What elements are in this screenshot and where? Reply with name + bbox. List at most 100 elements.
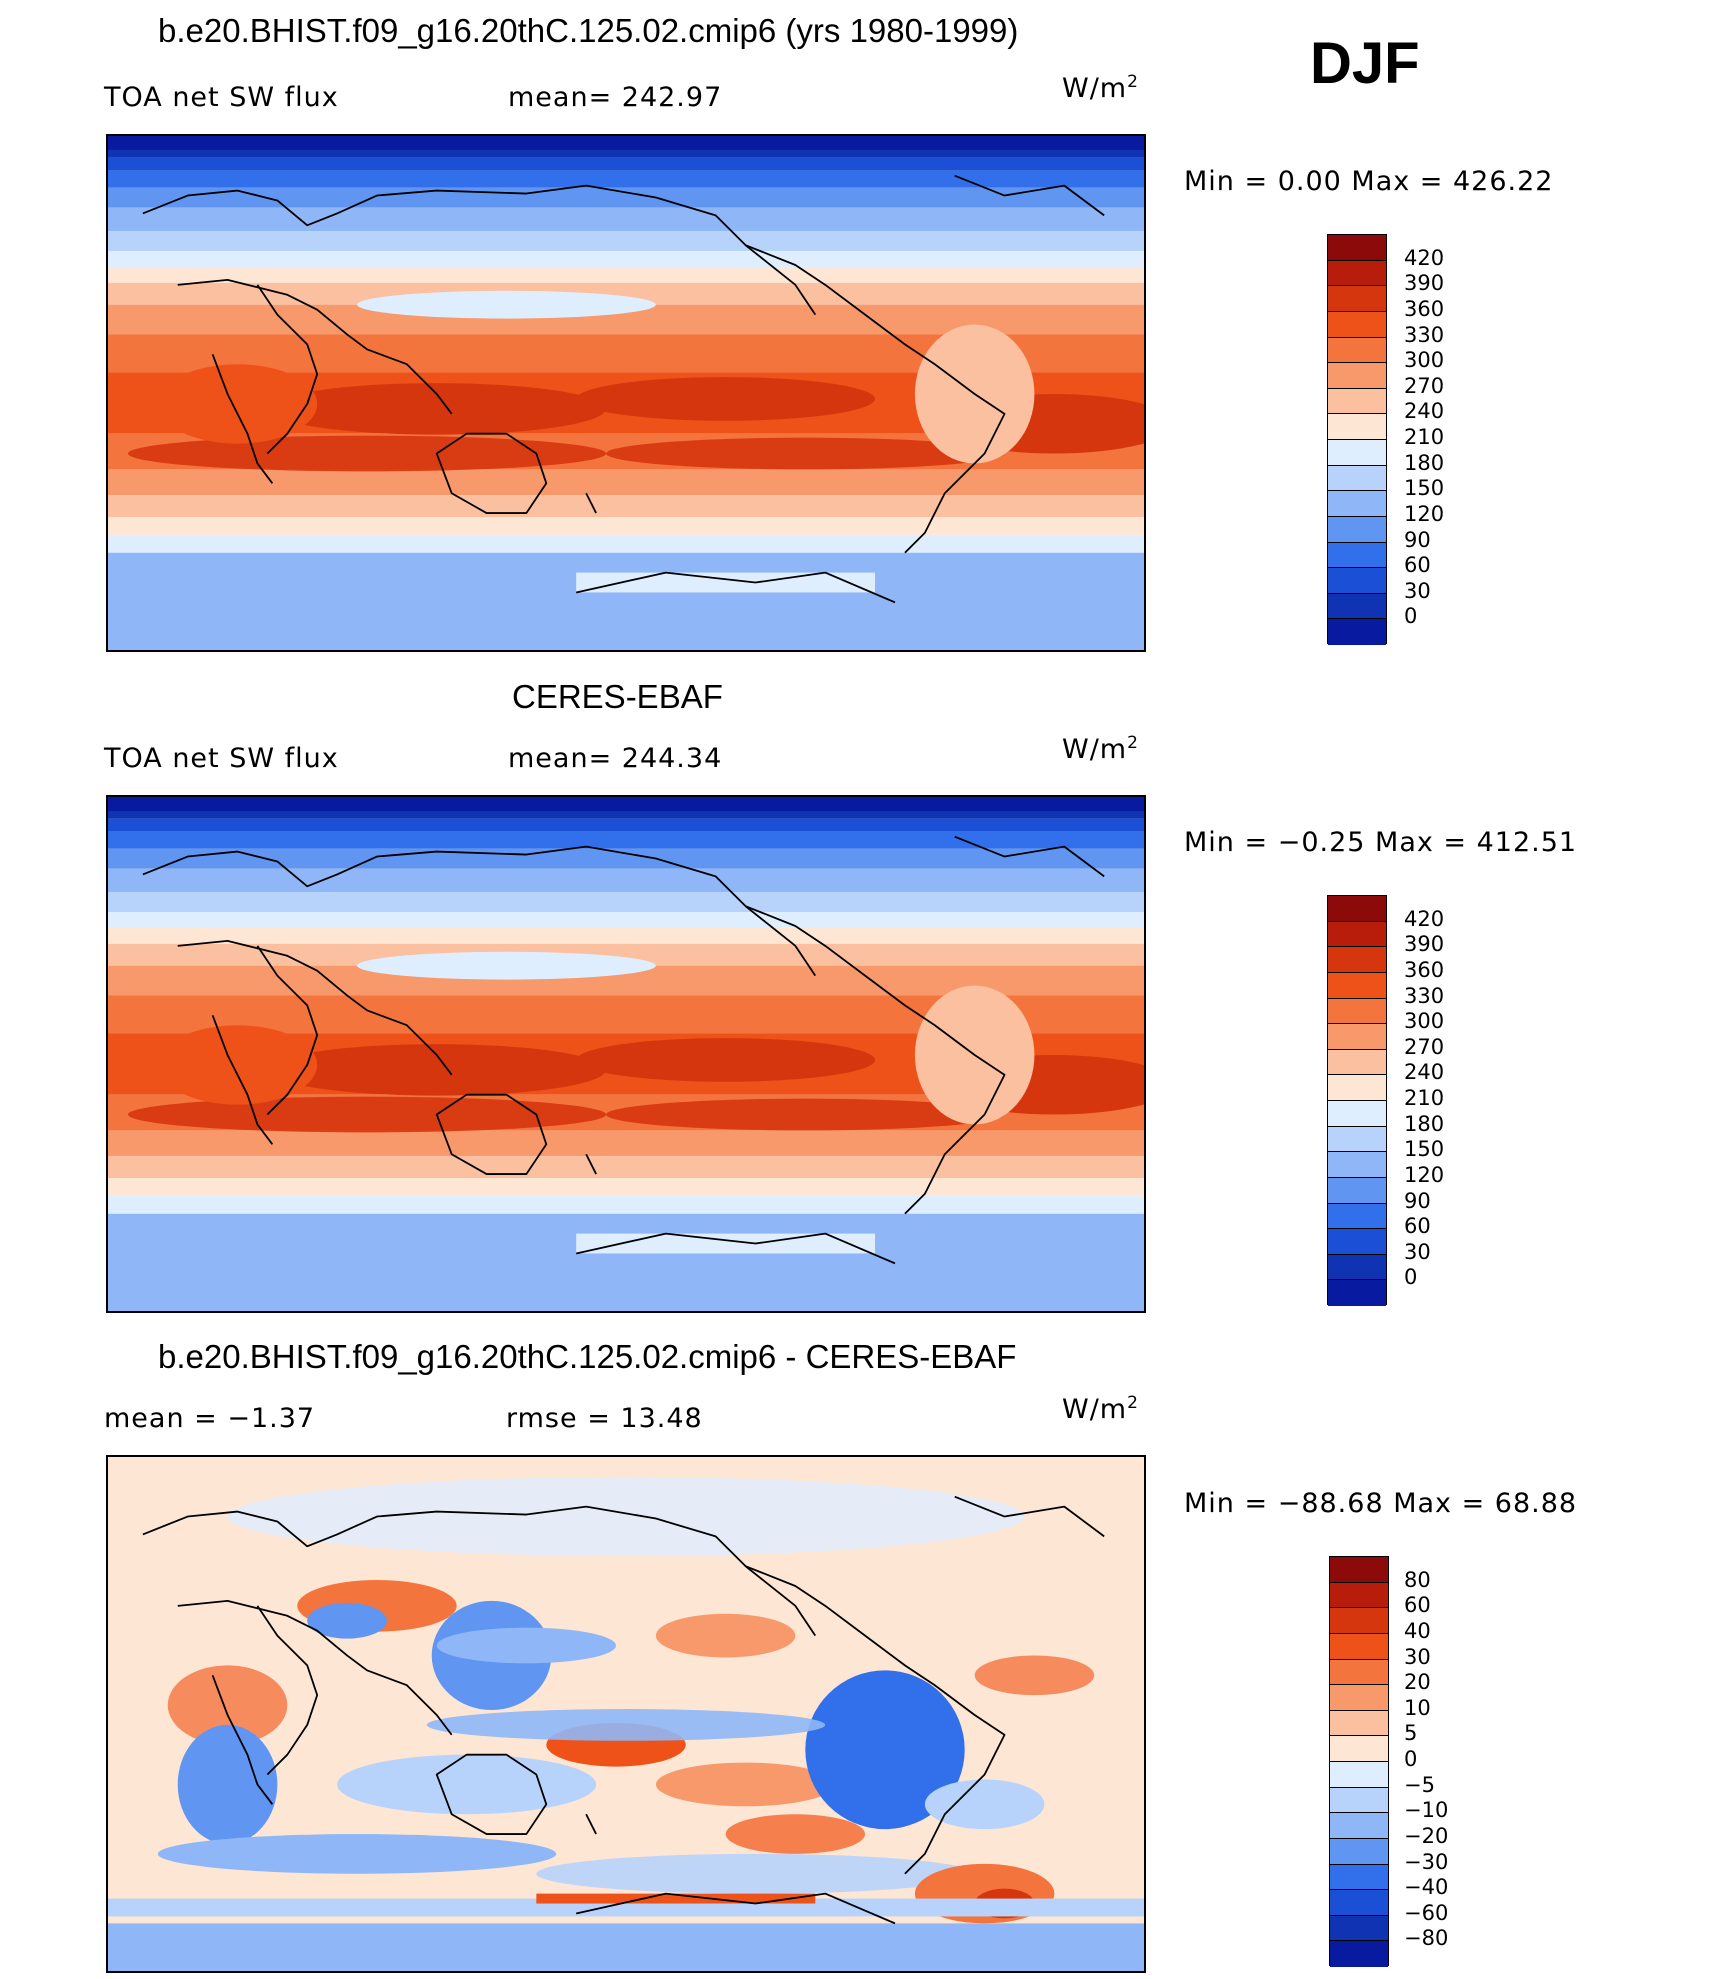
panel-2-variable-label: TOA net SW flux xyxy=(104,743,339,774)
colorbar-swatch xyxy=(1330,1608,1388,1634)
colorbar-swatch xyxy=(1328,414,1386,440)
colorbar-tick-label: 90 xyxy=(1404,527,1431,552)
colorbar-swatch xyxy=(1330,1582,1388,1609)
colorbar-tick-label: 20 xyxy=(1404,1670,1431,1695)
colorbar-tick-label: −5 xyxy=(1404,1772,1435,1797)
colorbar-tick-label: −60 xyxy=(1404,1900,1449,1925)
colorbar-swatch xyxy=(1330,1864,1388,1891)
colorbar-swatch xyxy=(1328,1024,1386,1050)
colorbar-swatch xyxy=(1328,1229,1386,1255)
colorbar-swatch xyxy=(1328,1177,1386,1204)
panel-2-map-field xyxy=(108,797,1144,1311)
colorbar-swatch xyxy=(1328,1254,1386,1281)
colorbar-swatch xyxy=(1330,1915,1388,1942)
colorbar-swatch xyxy=(1330,1736,1388,1762)
colorbar-swatch xyxy=(1328,1126,1386,1153)
colorbar-tick-label: 40 xyxy=(1404,1618,1431,1643)
colorbar-tick-label: 390 xyxy=(1404,271,1445,296)
colorbar-swatch xyxy=(1328,363,1386,389)
panel-2-mean-label: mean= 244.34 xyxy=(508,743,723,774)
colorbar-tick-label: 420 xyxy=(1404,245,1445,270)
colorbar-swatch xyxy=(1328,311,1386,338)
panel-2-min-max: Min = −0.25 Max = 412.51 xyxy=(1184,827,1578,858)
panel-2-colorbar xyxy=(1327,895,1387,1306)
colorbar-tick-label: 300 xyxy=(1404,1009,1445,1034)
colorbar-swatch xyxy=(1328,1203,1386,1230)
panel-3-map-field xyxy=(108,1457,1144,1971)
colorbar-tick-label: 330 xyxy=(1404,322,1445,347)
colorbar-tick-label: 180 xyxy=(1404,450,1445,475)
colorbar-swatch xyxy=(1328,619,1386,645)
colorbar-tick-label: 30 xyxy=(1404,1644,1431,1669)
colorbar-tick-label: 90 xyxy=(1404,1188,1431,1213)
colorbar-swatch xyxy=(1328,491,1386,517)
colorbar-swatch xyxy=(1328,593,1386,620)
colorbar-swatch xyxy=(1328,896,1386,922)
colorbar-swatch xyxy=(1328,972,1386,999)
colorbar-tick-label: 0 xyxy=(1404,1747,1418,1771)
colorbar-tick-label: −80 xyxy=(1404,1926,1449,1951)
panel-3-units: W/m2 xyxy=(1062,1393,1139,1425)
panel-3-map xyxy=(106,1455,1146,1973)
colorbar-swatch xyxy=(1330,1710,1388,1737)
colorbar-tick-label: 180 xyxy=(1404,1111,1445,1136)
colorbar-tick-label: 30 xyxy=(1404,1239,1431,1264)
colorbar-swatch xyxy=(1328,1152,1386,1178)
colorbar-tick-label: 150 xyxy=(1404,476,1445,501)
panel-1-colorbar xyxy=(1327,234,1387,645)
panel-3-colorbar-labels: 80 60 40 30 20 10 5 0 −5 −10 −20 −30 −40 −60 −80 xyxy=(1404,1556,1494,1966)
colorbar-tick-label: 10 xyxy=(1404,1695,1431,1720)
colorbar-tick-label: −40 xyxy=(1404,1875,1449,1900)
panel-1-map xyxy=(106,134,1146,652)
colorbar-tick-label: 80 xyxy=(1404,1567,1431,1592)
colorbar-swatch xyxy=(1330,1787,1388,1814)
panel-1-min-max: Min = 0.00 Max = 426.22 xyxy=(1184,166,1554,197)
colorbar-swatch xyxy=(1330,1659,1388,1686)
colorbar-tick-label: −20 xyxy=(1404,1823,1449,1848)
colorbar-swatch xyxy=(1328,465,1386,492)
colorbar-tick-label: 210 xyxy=(1404,425,1445,449)
colorbar-swatch xyxy=(1328,1075,1386,1101)
colorbar-swatch xyxy=(1328,260,1386,287)
panel-3-rmse-label: rmse = 13.48 xyxy=(506,1403,703,1434)
colorbar-swatch xyxy=(1328,388,1386,415)
colorbar-tick-label: 60 xyxy=(1404,553,1431,578)
colorbar-swatch xyxy=(1330,1890,1388,1916)
colorbar-swatch xyxy=(1328,1280,1386,1306)
panel-3-title: b.e20.BHIST.f09_g16.20thC.125.02.cmip6 -… xyxy=(158,1338,1017,1375)
colorbar-swatch xyxy=(1328,516,1386,543)
colorbar-swatch xyxy=(1328,921,1386,948)
colorbar-swatch xyxy=(1330,1813,1388,1839)
panel-2-colorbar-labels: 420 390 360 330 300 270 240 210 180 150 120 90 60 30 0 xyxy=(1404,895,1494,1305)
colorbar-swatch xyxy=(1328,568,1386,594)
colorbar-tick-label: 300 xyxy=(1404,348,1445,373)
season-label: DJF xyxy=(1310,31,1420,96)
colorbar-tick-label: 60 xyxy=(1404,1593,1431,1618)
colorbar-tick-label: 270 xyxy=(1404,1034,1445,1059)
colorbar-swatch xyxy=(1330,1557,1388,1583)
colorbar-swatch xyxy=(1330,1762,1388,1788)
colorbar-swatch xyxy=(1328,947,1386,973)
colorbar-tick-label: 120 xyxy=(1404,501,1445,526)
colorbar-swatch xyxy=(1328,235,1386,261)
colorbar-swatch xyxy=(1328,337,1386,364)
panel-3-min-max: Min = −88.68 Max = 68.88 xyxy=(1184,1488,1578,1519)
colorbar-swatch xyxy=(1328,1101,1386,1127)
colorbar-swatch xyxy=(1330,1838,1388,1865)
colorbar-swatch xyxy=(1328,440,1386,466)
colorbar-swatch xyxy=(1330,1941,1388,1967)
panel-2-map xyxy=(106,795,1146,1313)
colorbar-swatch xyxy=(1330,1685,1388,1711)
colorbar-tick-label: 120 xyxy=(1404,1162,1445,1187)
colorbar-tick-label: 150 xyxy=(1404,1137,1445,1162)
colorbar-tick-label: 420 xyxy=(1404,906,1445,931)
panel-2-units: W/m2 xyxy=(1062,733,1139,765)
panel-1-mean-label: mean= 242.97 xyxy=(508,82,723,113)
colorbar-tick-label: 360 xyxy=(1404,296,1445,321)
colorbar-tick-label: −30 xyxy=(1404,1849,1449,1874)
colorbar-tick-label: 360 xyxy=(1404,957,1445,982)
colorbar-swatch xyxy=(1330,1633,1388,1660)
colorbar-tick-label: 390 xyxy=(1404,932,1445,957)
colorbar-tick-label: 240 xyxy=(1404,399,1445,424)
